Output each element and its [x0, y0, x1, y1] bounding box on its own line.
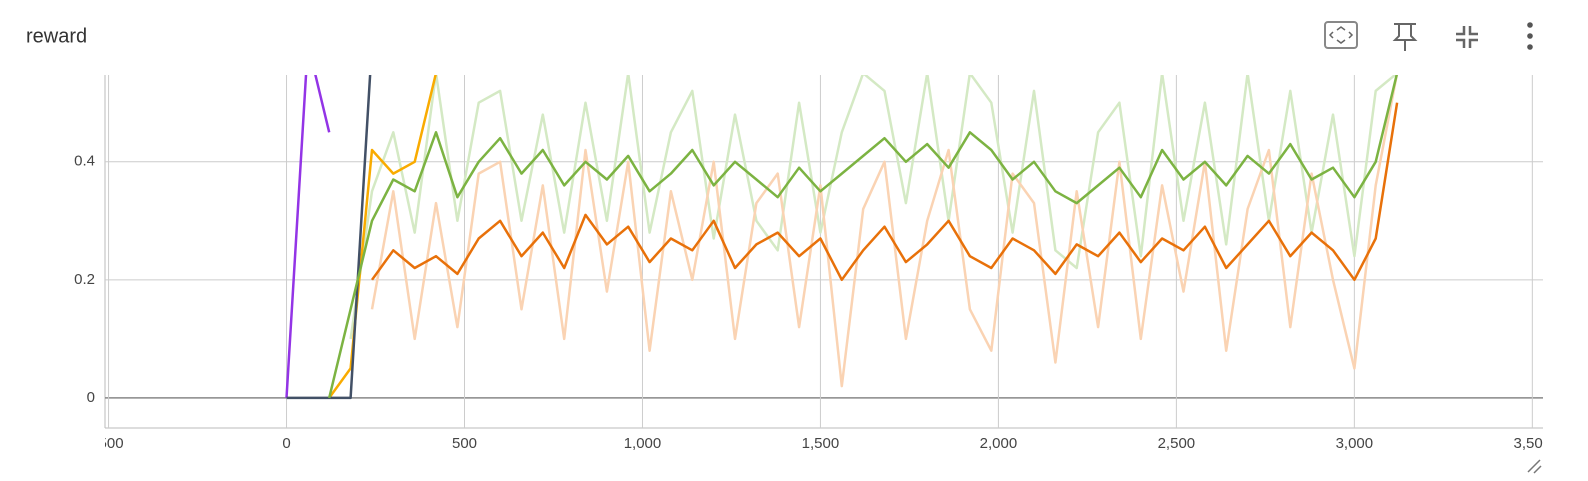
more-button[interactable]: [1527, 22, 1533, 50]
pin-button[interactable]: [1392, 23, 1418, 51]
x-tick-label: 2,500: [1158, 435, 1196, 452]
x-tick-label: -500: [94, 435, 124, 452]
series-line: [285, 75, 331, 398]
x-tick-label: 1,500: [802, 435, 840, 452]
x-tick-label: 3,500: [1514, 435, 1552, 452]
series-line: [286, 75, 372, 400]
y-tick-label: 0: [87, 389, 95, 406]
chart-title: reward: [26, 25, 87, 47]
series-line: [370, 102, 1399, 282]
x-tick-label: 3,000: [1336, 435, 1374, 452]
series-line: [328, 75, 437, 399]
x-tick-label: 0: [282, 435, 290, 452]
x-tick-labels: -500 0 500 1,000 1,500 2,000 2,500 3,000 3,500: [94, 435, 1552, 452]
series-line: [349, 75, 1397, 340]
resize-handle[interactable]: [1527, 459, 1542, 474]
series-line: [370, 75, 1399, 388]
fit-domain-button[interactable]: [1324, 21, 1358, 49]
series-line: [327, 75, 1398, 399]
x-tick-label: 500: [452, 435, 477, 452]
x-tick-label: 1,000: [624, 435, 662, 452]
x-tick-label: 2,000: [980, 435, 1018, 452]
plot-area: [285, 75, 1399, 400]
y-tick-label: 0.4: [74, 153, 95, 170]
toolbar: [1324, 21, 1533, 51]
collapse-button[interactable]: [1456, 26, 1478, 48]
y-tick-label: 0.2: [74, 271, 95, 288]
